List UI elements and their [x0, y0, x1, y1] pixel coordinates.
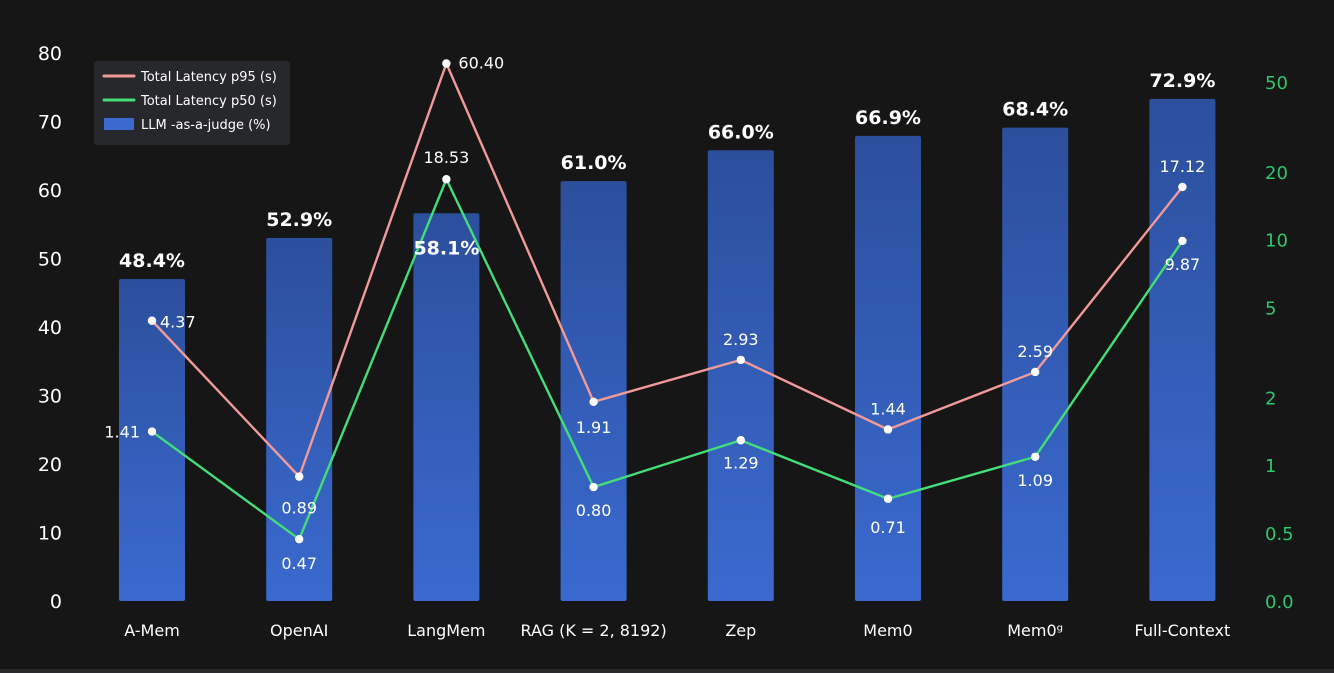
p95-value-label: 4.37 — [160, 313, 196, 332]
bar-value-label: 66.9% — [855, 107, 921, 129]
y2-axis-tick-label: 2 — [1265, 388, 1276, 409]
bottom-divider — [0, 669, 1334, 673]
p95-value-label: 17.12 — [1159, 157, 1205, 176]
legend-label: Total Latency p95 (s) — [140, 70, 277, 85]
p95-point — [1031, 367, 1040, 377]
legend-label: LLM -as-a-judge (%) — [141, 118, 271, 133]
p50-point — [589, 482, 598, 492]
x-axis-tick-label: A-Mem — [124, 621, 180, 640]
bar — [119, 279, 185, 601]
bar-value-label: 48.4% — [119, 250, 185, 272]
p95-point — [589, 397, 598, 407]
line-p50 — [151, 178, 1184, 541]
y-axis-tick-label: 30 — [38, 386, 62, 408]
bar-value-label: 61.0% — [561, 152, 627, 174]
y2-axis-tick-label: 1 — [1265, 456, 1276, 477]
bar-value-label: 58.1% — [413, 237, 479, 259]
bar — [707, 150, 774, 601]
legend-label: Total Latency p50 (s) — [140, 94, 277, 109]
p50-point — [442, 175, 451, 184]
x-axis-tick-label: OpenAI — [270, 621, 328, 640]
p95-point — [147, 316, 157, 325]
p95-value-label: 1.91 — [576, 418, 612, 437]
y-axis-tick-label: 20 — [38, 454, 62, 476]
p50-point — [883, 494, 893, 503]
p95-point — [442, 59, 451, 68]
y-axis-tick-label: 0 — [50, 591, 62, 613]
legend: Total Latency p95 (s) Total Latency p50 (… — [94, 61, 290, 145]
y-axis-tick-label: 50 — [38, 249, 62, 271]
y-axis-tick-label: 10 — [38, 523, 62, 545]
p95-value-label: 0.89 — [281, 499, 317, 518]
p95-point — [736, 355, 745, 365]
bar — [1002, 127, 1069, 601]
p50-value-label: 0.80 — [576, 501, 612, 520]
y2-axis-tick-label: 50 — [1265, 73, 1288, 94]
legend-box — [94, 61, 290, 145]
p50-point — [295, 534, 304, 544]
bar-value-label: 52.9% — [266, 209, 332, 231]
p50-point — [736, 436, 745, 445]
p50-point — [147, 427, 157, 436]
y-axis-tick-label: 40 — [38, 317, 62, 339]
p95-value-label: 60.40 — [458, 53, 504, 72]
x-axis-tick-label: Full-Context — [1134, 621, 1230, 640]
bar — [1149, 98, 1216, 602]
p50-value-label: 1.29 — [723, 453, 759, 472]
labels-layer: 0 10 20 30 40 50 60 70 80 0.0 0.5 1 2 5 10 20 50 A-Mem Ope… — [38, 43, 1294, 640]
p50-value-label: 0.47 — [281, 554, 317, 573]
bar — [855, 135, 921, 601]
p95-value-label: 2.59 — [1017, 342, 1053, 361]
bar-value-label: 66.0% — [708, 121, 774, 143]
p95-value-label: 2.93 — [723, 330, 759, 349]
p50-point — [1178, 236, 1187, 246]
p50-value-label: 1.09 — [1017, 471, 1053, 490]
p50-value-label: 0.71 — [870, 518, 906, 537]
lines-layer — [151, 62, 1184, 541]
y2-axis-tick-label: 0.0 — [1265, 592, 1294, 613]
p50-point — [1031, 452, 1040, 461]
p95-point — [295, 472, 304, 481]
bar — [560, 181, 627, 601]
p50-value-label: 1.41 — [104, 423, 140, 442]
line-p95 — [151, 62, 1184, 478]
bar-value-label: 68.4% — [1002, 99, 1068, 121]
bars-layer — [119, 98, 1216, 602]
y2-axis-tick-label: 10 — [1265, 231, 1288, 252]
p95-value-label: 1.44 — [870, 399, 906, 418]
y2-axis-tick-label: 20 — [1265, 163, 1288, 184]
bar-value-label: 72.9% — [1149, 70, 1215, 92]
points-layer — [147, 59, 1187, 544]
x-axis-tick-label: Zep — [725, 621, 756, 640]
p95-point — [1178, 182, 1187, 192]
bar — [266, 237, 333, 601]
x-axis-tick-label: Mem0ᵍ — [1007, 621, 1063, 640]
x-axis-tick-label: LangMem — [407, 621, 485, 640]
y-axis-tick-label: 80 — [38, 43, 62, 65]
p95-point — [883, 425, 893, 434]
x-axis-tick-label: Mem0 — [863, 621, 912, 640]
y2-axis-tick-label: 0.5 — [1265, 524, 1294, 545]
y-axis-tick-label: 60 — [38, 180, 62, 202]
p50-value-label: 18.53 — [423, 148, 469, 167]
y2-axis-tick-label: 5 — [1265, 299, 1276, 320]
p50-value-label: 9.87 — [1165, 255, 1201, 274]
legend-swatch — [104, 118, 134, 130]
bar — [413, 213, 480, 602]
x-axis-tick-label: RAG (K = 2, 8192) — [520, 621, 666, 640]
y-axis-tick-label: 70 — [38, 112, 62, 134]
